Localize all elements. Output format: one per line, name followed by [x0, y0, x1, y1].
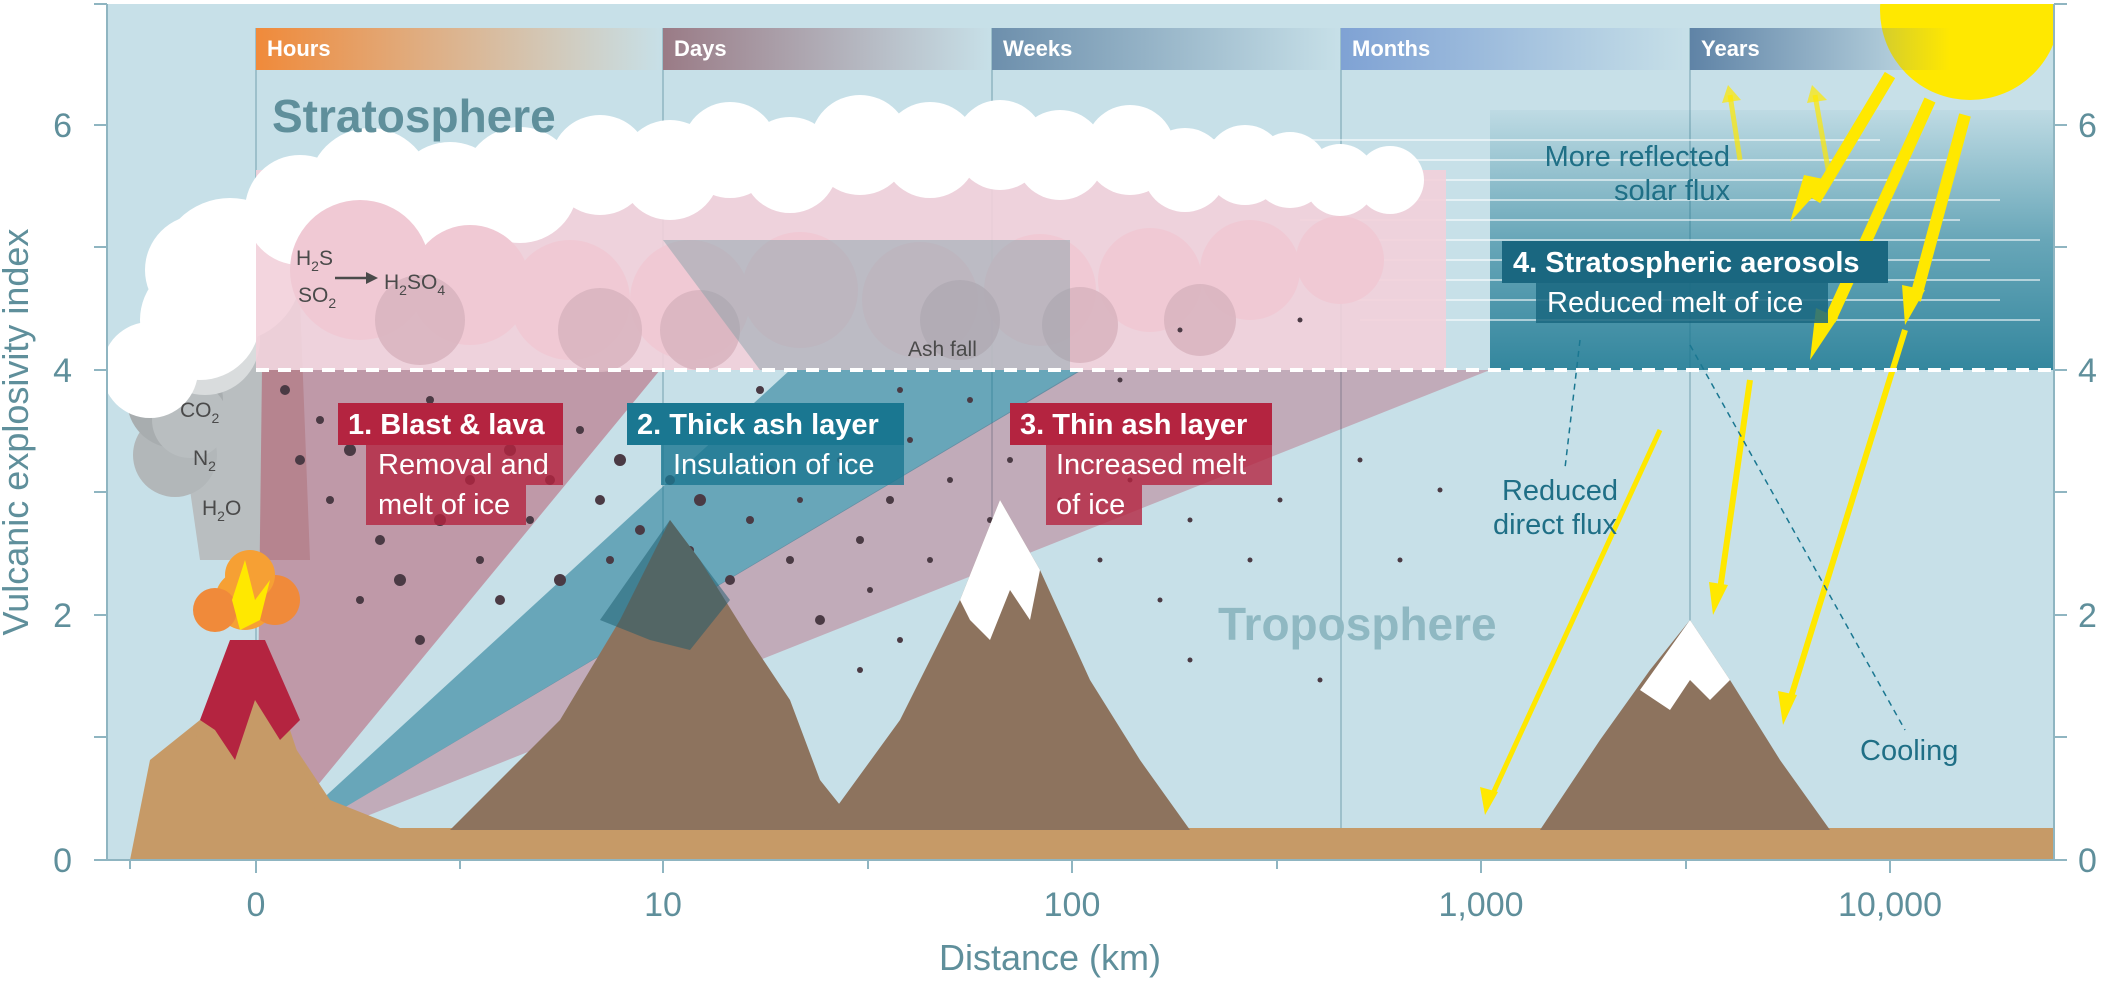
- leader-lines: [1564, 339, 1906, 731]
- svg-text:0: 0: [247, 886, 266, 924]
- time-bands: Hours Days Weeks Months Years: [256, 28, 1950, 70]
- reflected-flux-label-1: More reflected: [1545, 141, 1730, 173]
- direct-flux-label-1: Reduced: [1502, 475, 1618, 507]
- svg-text:10,000: 10,000: [1838, 886, 1942, 924]
- mountain-mid-snow: [960, 500, 1040, 640]
- blast-cone: [256, 370, 660, 860]
- svg-text:N2: N2: [193, 447, 216, 474]
- x-axis-title: Distance (km): [939, 937, 1161, 978]
- axes: [94, 3, 2067, 873]
- cooling-label: Cooling: [1860, 735, 1958, 767]
- stratosphere-cloud: [245, 95, 1446, 372]
- y-tick-labels-right: 0 2 4 6: [2078, 107, 2097, 880]
- troposphere-label: Troposphere: [1218, 598, 1497, 650]
- svg-text:H2O: H2O: [202, 497, 241, 524]
- svg-text:2. Thick ash layer: 2. Thick ash layer: [637, 409, 879, 441]
- svg-text:1. Blast & lava: 1. Blast & lava: [348, 409, 546, 441]
- band-months: [1341, 28, 1690, 70]
- reaction-arrowhead: [366, 272, 378, 284]
- blast-lava-label: 1. Blast & lava Removal and melt of ice: [338, 403, 563, 525]
- mountain-far-snow: [1640, 620, 1730, 710]
- svg-text:CO2: CO2: [180, 399, 220, 426]
- svg-text:Insulation of ice: Insulation of ice: [673, 449, 875, 481]
- svg-text:of ice: of ice: [1056, 489, 1125, 521]
- svg-text:3. Thin ash layer: 3. Thin ash layer: [1020, 409, 1247, 441]
- svg-text:0: 0: [53, 842, 72, 880]
- reflected-flux-label-2: solar flux: [1614, 175, 1731, 207]
- svg-text:SO2: SO2: [298, 284, 336, 311]
- svg-text:H2SO4: H2SO4: [384, 271, 445, 298]
- solar-flux-arrows: [1480, 71, 1971, 815]
- y-tick-labels-left: 0 2 4 6: [53, 107, 72, 880]
- svg-text:2: 2: [2078, 597, 2097, 635]
- svg-text:1,000: 1,000: [1438, 886, 1523, 924]
- band-label-years: Years: [1701, 36, 1760, 61]
- svg-text:Increased melt: Increased melt: [1056, 449, 1246, 481]
- band-label-hours: Hours: [267, 36, 331, 61]
- band-label-weeks: Weeks: [1003, 36, 1072, 61]
- thin-ash-label: 3. Thin ash layer Increased melt of ice: [1010, 403, 1272, 525]
- svg-text:10: 10: [644, 886, 682, 924]
- svg-text:H2S: H2S: [296, 247, 333, 274]
- band-days: [663, 28, 992, 70]
- svg-text:6: 6: [2078, 107, 2097, 145]
- volcano: [135, 550, 330, 860]
- svg-text:2: 2: [53, 597, 72, 635]
- mountain-near-shadow: [600, 520, 730, 650]
- band-years: [1690, 28, 1950, 70]
- y-axis-title: Vulcanic explosivity index: [0, 229, 36, 636]
- svg-text:6: 6: [53, 107, 72, 145]
- stratosphere-label: Stratosphere: [272, 90, 556, 142]
- svg-text:Removal and: Removal and: [378, 449, 549, 481]
- ash-fall-label: Ash fall: [908, 338, 977, 361]
- svg-text:4: 4: [2078, 352, 2097, 390]
- sun-icon: [1880, 4, 2054, 100]
- direct-flux-label-2: direct flux: [1493, 509, 1618, 541]
- thick-ash-label: 2. Thick ash layer Insulation of ice: [627, 403, 904, 485]
- svg-text:Reduced melt of ice: Reduced melt of ice: [1547, 287, 1803, 319]
- aerosol-label: 4. Stratospheric aerosols Reduced melt o…: [1502, 241, 1888, 323]
- svg-text:4: 4: [53, 352, 72, 390]
- band-label-days: Days: [674, 36, 727, 61]
- mountain-near: [450, 520, 860, 830]
- x-tick-labels: 0 10 100 1,000 10,000: [247, 886, 1942, 924]
- band-hours: [256, 28, 663, 70]
- svg-text:4. Stratospheric aerosols: 4. Stratospheric aerosols: [1513, 247, 1860, 279]
- mountain-far: [1540, 620, 1830, 830]
- svg-text:100: 100: [1044, 886, 1101, 924]
- band-weeks: [992, 28, 1341, 70]
- chemistry-annotation: H2S SO2 H2SO4 CO2 N2 H2O: [180, 247, 445, 524]
- mountain-mid: [820, 500, 1190, 830]
- band-label-months: Months: [1352, 36, 1430, 61]
- svg-text:0: 0: [2078, 842, 2097, 880]
- svg-text:melt of ice: melt of ice: [378, 489, 510, 521]
